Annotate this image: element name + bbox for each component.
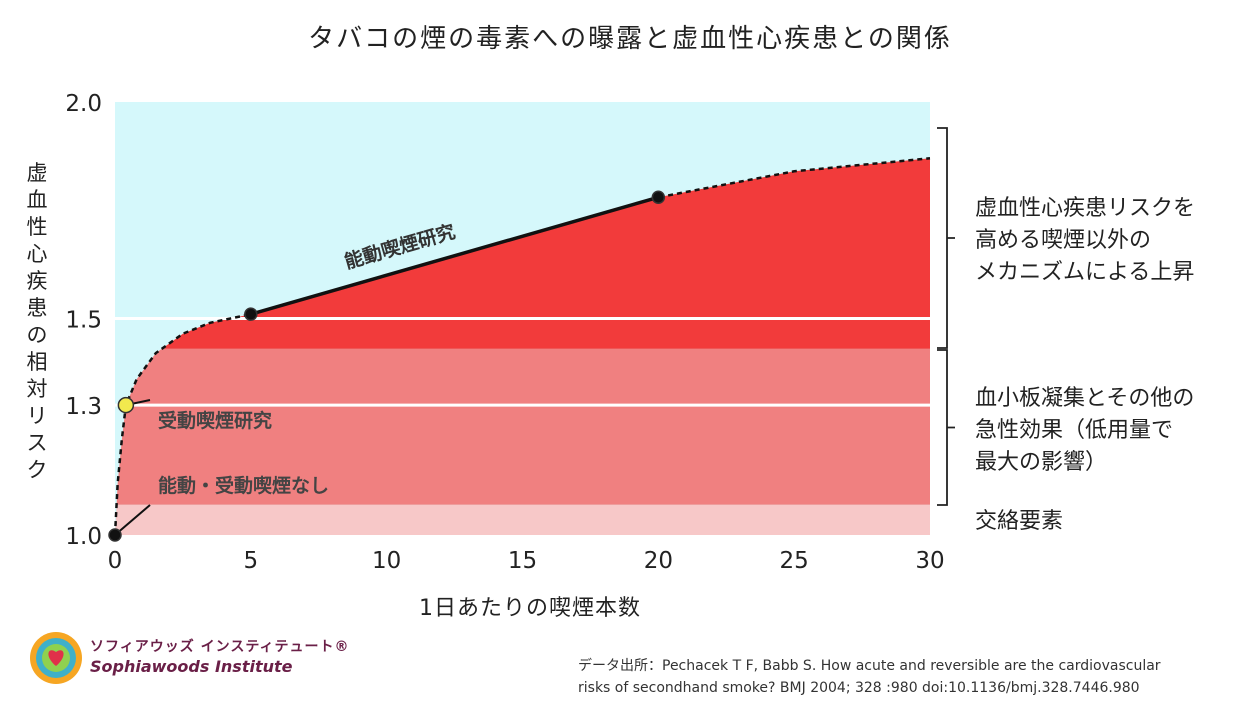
x-tick-label: 15: [508, 548, 537, 574]
y-axis-label-char: 対: [26, 377, 48, 401]
y-axis-label-char: の: [26, 323, 48, 347]
x-axis-label: 1日あたりの喫煙本数: [419, 596, 641, 621]
zone-label-acute-effects: 血小板凝集とその他の 急性効果（低用量で 最大の影響）: [975, 386, 1195, 475]
bracket-acute-effects: [937, 349, 955, 506]
y-axis-label-char: 性: [26, 215, 48, 239]
y-axis-label-char: リ: [26, 404, 48, 428]
y-axis-label-char: 血: [26, 188, 48, 212]
y-tick-label: 1.3: [65, 394, 102, 420]
label-no-smoking: 能動・受動喫煙なし: [158, 474, 329, 497]
x-tick-label: 30: [915, 548, 944, 574]
active-study-segment: [250, 195, 659, 316]
point-active-5: [244, 307, 258, 321]
y-axis-label-char: 心: [26, 242, 48, 266]
y-axis-label-char: 相: [26, 350, 48, 374]
x-tick-label: 0: [108, 548, 123, 574]
bracket-other-mechanisms: [937, 127, 955, 349]
point-active-20: [651, 190, 666, 205]
x-tick-label: 10: [372, 548, 401, 574]
y-axis-label-char: ク: [26, 458, 48, 482]
y-axis-label-char: 虚: [26, 161, 48, 185]
band-acute-effects: [115, 348, 930, 505]
y-axis-label-char: ス: [26, 431, 48, 455]
band-confounding: [115, 504, 930, 535]
sophiawoods-logo: [30, 632, 82, 684]
label-passive-study: 受動喫煙研究: [158, 409, 272, 432]
x-tick-label: 25: [780, 548, 809, 574]
y-axis-label: 虚血性心疾患の相対リスク: [22, 160, 52, 484]
logo-text-en: Sophiawoods Institute: [90, 657, 293, 676]
chart-title: タバコの煙の毒素への曝露と虚血性心疾患との関係: [308, 24, 952, 54]
x-tick-label: 20: [644, 548, 673, 574]
point-passive-study: [117, 396, 135, 414]
logo-text-jp: ソフィアウッズ インスティテュート®: [90, 639, 350, 655]
y-tick-label: 1.5: [65, 308, 102, 334]
y-axis-label-char: 疾: [26, 269, 48, 293]
data-source-note: データ出所：Pechacek T F, Babb S. How acute an…: [578, 658, 1161, 696]
leader-no-smoking: [114, 504, 151, 536]
x-tick-label: 5: [244, 548, 259, 574]
point-no-smoking: [108, 528, 122, 542]
zone-label-confounding: 交絡要素: [975, 509, 1064, 534]
y-axis-label-char: 患: [26, 296, 48, 320]
zone-label-other-mechanisms: 虚血性心疾患リスクを 高める喫煙以外の メカニズムによる上昇: [975, 196, 1196, 285]
y-tick-label: 2.0: [65, 91, 102, 117]
y-tick-label: 1.0: [65, 524, 102, 550]
